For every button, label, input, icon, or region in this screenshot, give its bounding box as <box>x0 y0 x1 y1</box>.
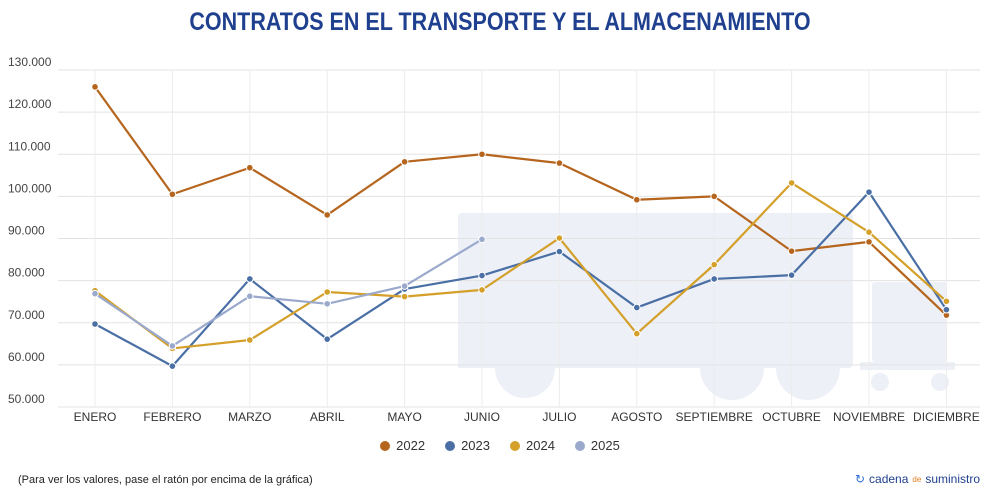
legend-label: 2025 <box>590 438 620 453</box>
x-tick-label: NOVIEMBRE <box>833 410 905 424</box>
legend-label: 2023 <box>461 438 490 453</box>
y-tick-label: 100.000 <box>8 181 52 195</box>
x-tick-label: MAYO <box>387 410 421 424</box>
series-line <box>94 238 483 348</box>
legend-marker <box>380 440 391 451</box>
data-point[interactable] <box>787 179 796 187</box>
data-point[interactable] <box>246 336 254 344</box>
series-2022 <box>91 83 951 319</box>
data-point[interactable] <box>246 163 254 172</box>
legend-marker <box>445 440 456 451</box>
legend-label: 2022 <box>396 438 426 453</box>
x-tick-label: ABRIL <box>310 410 345 424</box>
data-point[interactable] <box>555 247 564 256</box>
x-tick-label: SEPTIEMBRE <box>676 410 753 424</box>
x-tick-label: DICIEMBRE <box>913 410 980 424</box>
x-tick-label: OCTUBRE <box>762 410 821 424</box>
data-point[interactable] <box>942 305 951 314</box>
series-2025 <box>91 235 486 350</box>
legend-marker <box>510 440 520 451</box>
data-point[interactable] <box>787 271 796 279</box>
data-point[interactable] <box>400 292 409 301</box>
data-point[interactable] <box>400 158 409 166</box>
data-point[interactable] <box>168 362 177 370</box>
data-point[interactable] <box>91 83 99 91</box>
y-tick-label: 70.000 <box>8 308 45 322</box>
data-point[interactable] <box>633 303 641 312</box>
data-point[interactable] <box>478 150 486 159</box>
data-point[interactable] <box>246 275 254 283</box>
y-tick-label: 110.000 <box>8 139 51 153</box>
data-point[interactable] <box>865 228 873 236</box>
x-tick-label: AGOSTO <box>611 410 662 424</box>
data-point[interactable] <box>865 238 873 246</box>
data-point[interactable] <box>168 342 177 350</box>
brand-prefix: cadena <box>869 472 909 486</box>
data-point[interactable] <box>710 192 719 201</box>
x-tick-label: ENERO <box>74 410 117 424</box>
chart-title: CONTRATOS EN EL TRANSPORTE Y EL ALMACENA… <box>189 8 811 36</box>
data-point[interactable] <box>323 211 332 219</box>
series-line <box>94 181 948 350</box>
legend-label: 2024 <box>526 438 555 453</box>
y-tick-label: 90.000 <box>8 224 45 238</box>
data-point[interactable] <box>400 282 409 290</box>
data-point[interactable] <box>633 329 641 338</box>
c-swirl-icon: ↻ <box>854 472 866 486</box>
legend-item-2023[interactable]: 2023 <box>445 438 490 453</box>
data-point[interactable] <box>787 247 796 255</box>
data-point[interactable] <box>555 159 564 167</box>
data-point[interactable] <box>323 288 332 296</box>
data-point[interactable] <box>478 235 486 244</box>
brand-middle: de <box>912 474 922 484</box>
chart-series <box>91 83 951 370</box>
x-tick-label: JULIO <box>542 410 576 424</box>
footnote: (Para ver los valores, pase el ratón por… <box>18 474 313 486</box>
data-point[interactable] <box>168 190 177 199</box>
x-axis-ticks: ENERO FEBRERO MARZO ABRIL MAYO JUNIO JULIO AGOS… <box>74 410 980 424</box>
brand-suffix: suministro <box>925 472 980 486</box>
brand-logo: ↻ cadena de suministro <box>855 472 980 486</box>
data-point[interactable] <box>323 299 332 308</box>
data-point[interactable] <box>942 297 951 306</box>
y-tick-label: 50.000 <box>8 392 45 406</box>
data-point[interactable] <box>91 289 99 298</box>
data-point[interactable] <box>91 320 99 328</box>
chart-legend: 2022 2023 2024 2025 <box>0 438 1000 453</box>
legend-marker <box>574 440 585 451</box>
data-point[interactable] <box>478 286 486 294</box>
legend-item-2024[interactable]: 2024 <box>510 438 555 453</box>
y-tick-label: 80.000 <box>8 266 45 280</box>
data-point[interactable] <box>323 335 332 343</box>
y-tick-label: 120.000 <box>8 97 52 111</box>
data-point[interactable] <box>246 292 254 301</box>
data-point[interactable] <box>633 195 641 204</box>
data-point[interactable] <box>555 234 564 242</box>
x-tick-label: MARZO <box>228 410 271 424</box>
y-tick-label: 130.000 <box>8 55 52 69</box>
data-point[interactable] <box>710 260 719 269</box>
legend-item-2025[interactable]: 2025 <box>574 438 620 453</box>
data-point[interactable] <box>710 275 719 283</box>
series-line <box>94 86 948 316</box>
data-point[interactable] <box>478 271 486 280</box>
y-axis-ticks: 50.000 60.000 70.000 80.000 90.000 100.000 110… <box>8 55 52 406</box>
x-tick-label: FEBRERO <box>143 410 201 424</box>
legend-item-2022[interactable]: 2022 <box>380 438 425 453</box>
y-tick-label: 60.000 <box>8 350 45 364</box>
x-tick-label: JUNIO <box>464 410 500 424</box>
data-point[interactable] <box>865 188 873 196</box>
